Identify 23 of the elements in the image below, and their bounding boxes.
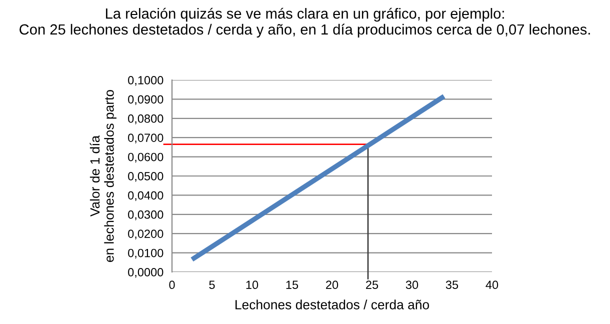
x-tick-label: 40	[486, 280, 498, 290]
x-tick-label: 5	[209, 280, 215, 290]
x-tick-label: 25	[366, 280, 378, 290]
y-axis-title: Valor de 1 día en lechones destetados parto	[90, 90, 116, 262]
x-tick-label: 0	[169, 280, 175, 290]
y-tick-label: 0,0000	[128, 268, 164, 278]
y-tick-label: 0,0700	[128, 134, 164, 144]
y-tick-label: 0,0100	[128, 248, 164, 259]
y-tick-label: 0,1000	[128, 76, 164, 86]
y-tick-label: 0,0200	[128, 230, 164, 240]
x-tick-label: 20	[326, 280, 338, 290]
x-tick-label: 10	[246, 280, 258, 290]
x-tick-label: 35	[446, 280, 458, 290]
chart-title: La relación quizás se ve más clara en un gráfico, por ejemplo: Con 25 lechones destetados / cerda y año, en 1 día producimos cerca de 0,07 lechones.	[20, 8, 590, 38]
y-tick-label: 0,0900	[128, 95, 164, 105]
y-tick-label: 0,0600	[128, 152, 164, 163]
y-tick-label: 0,0400	[128, 191, 164, 201]
y-tick-label: 0,0500	[128, 172, 164, 182]
x-axis-title: Lechones destetados / cerda año	[236, 300, 430, 310]
x-tick-label: 30	[406, 280, 418, 290]
x-tick-label: 15	[286, 280, 298, 290]
y-tick-label: 0,0300	[128, 210, 164, 220]
y-tick-label: 0,0800	[128, 114, 164, 124]
